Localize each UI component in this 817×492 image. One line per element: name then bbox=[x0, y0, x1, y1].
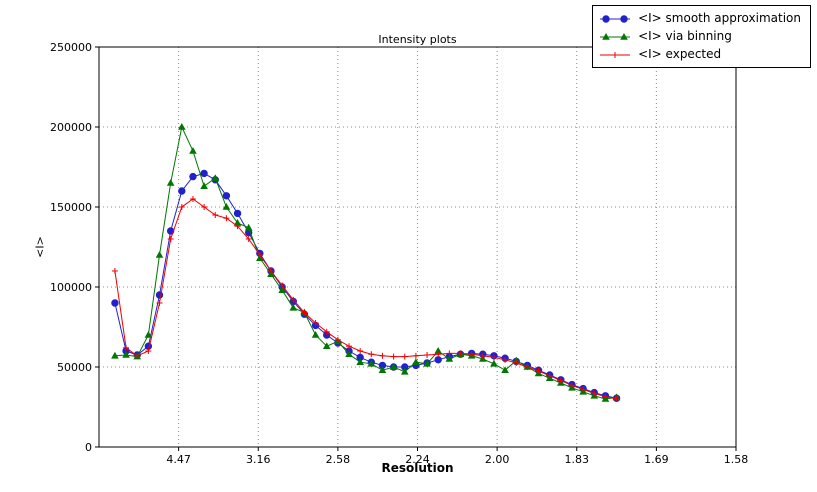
x-tick-label: 3.16 bbox=[246, 453, 271, 466]
legend: <I> smooth approximation <I> via binning <… bbox=[592, 5, 811, 68]
legend-label: <I> smooth approximation bbox=[638, 11, 801, 25]
legend-marker-triangle bbox=[600, 32, 631, 40]
legend-item: <I> via binning bbox=[598, 28, 801, 45]
y-tick-label: 250000 bbox=[50, 41, 92, 54]
x-tick-label: 2.00 bbox=[485, 453, 510, 466]
x-tick-label: 4.47 bbox=[166, 453, 191, 466]
x-axis-label: Resolution bbox=[381, 461, 454, 475]
legend-marker-circle bbox=[600, 14, 631, 23]
y-tick-label: 150000 bbox=[50, 201, 92, 214]
y-tick-label: 200000 bbox=[50, 121, 92, 134]
legend-item: <I> expected bbox=[598, 46, 801, 63]
y-tick-label: 100000 bbox=[50, 281, 92, 294]
legend-label: <I> via binning bbox=[638, 29, 732, 43]
y-axis-label: <I> bbox=[33, 236, 47, 258]
legend-label: <I> expected bbox=[638, 47, 722, 61]
x-tick-label: 1.83 bbox=[565, 453, 590, 466]
x-tick-label: 1.69 bbox=[644, 453, 669, 466]
axes-frame bbox=[98, 46, 737, 448]
legend-marker-plus bbox=[600, 51, 631, 58]
y-tick-label: 50000 bbox=[57, 361, 92, 374]
series-plus bbox=[111, 196, 620, 402]
x-tick-label: 2.58 bbox=[326, 453, 351, 466]
y-tick-label: 0 bbox=[85, 441, 92, 454]
legend-item: <I> smooth approximation bbox=[598, 10, 801, 27]
x-tick-label: 1.58 bbox=[724, 453, 749, 466]
chart-title: Intensity plots bbox=[378, 33, 457, 46]
x-tick-label: 2.24 bbox=[405, 453, 430, 466]
